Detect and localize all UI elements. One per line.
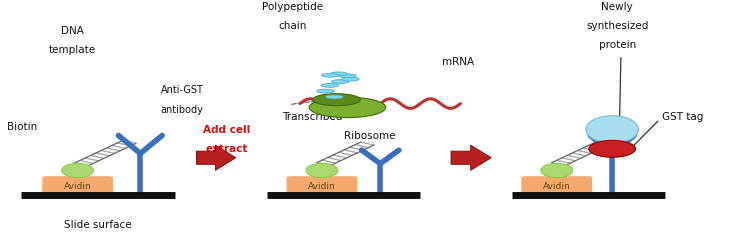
Text: Avidin: Avidin (308, 182, 335, 191)
Ellipse shape (306, 163, 338, 178)
Ellipse shape (309, 97, 386, 118)
FancyBboxPatch shape (286, 176, 357, 196)
Text: template: template (49, 45, 96, 55)
FancyBboxPatch shape (43, 176, 113, 196)
Text: Avidin: Avidin (543, 182, 570, 191)
Text: protein: protein (599, 40, 636, 50)
FancyArrow shape (197, 145, 236, 170)
Text: Transcribed: Transcribed (282, 112, 342, 122)
Ellipse shape (341, 77, 359, 81)
Ellipse shape (313, 94, 360, 106)
Text: mRNA: mRNA (443, 57, 474, 67)
Text: antibody: antibody (161, 105, 203, 115)
Text: Slide surface: Slide surface (64, 220, 132, 230)
Text: GST tag: GST tag (662, 112, 703, 122)
Ellipse shape (321, 83, 338, 87)
FancyBboxPatch shape (521, 176, 592, 196)
Text: Newly: Newly (601, 1, 633, 11)
Ellipse shape (330, 72, 347, 76)
Ellipse shape (321, 73, 338, 77)
Text: Avidin: Avidin (64, 182, 92, 191)
Ellipse shape (589, 140, 636, 157)
Text: Anti-GST: Anti-GST (161, 85, 203, 95)
Text: DNA: DNA (61, 26, 84, 36)
Text: extract: extract (206, 144, 247, 154)
Text: Biotin: Biotin (7, 122, 37, 132)
Ellipse shape (62, 163, 94, 178)
Text: Ribosome: Ribosome (344, 131, 395, 141)
Text: Add cell: Add cell (203, 125, 250, 135)
Text: synthesized: synthesized (586, 21, 649, 31)
Ellipse shape (317, 89, 334, 93)
Text: Polypeptide: Polypeptide (262, 1, 323, 11)
Ellipse shape (541, 163, 573, 178)
Ellipse shape (586, 116, 639, 143)
Ellipse shape (331, 80, 349, 83)
Text: chain: chain (279, 21, 307, 31)
Ellipse shape (326, 95, 343, 99)
FancyArrow shape (451, 145, 491, 170)
Ellipse shape (338, 74, 356, 78)
